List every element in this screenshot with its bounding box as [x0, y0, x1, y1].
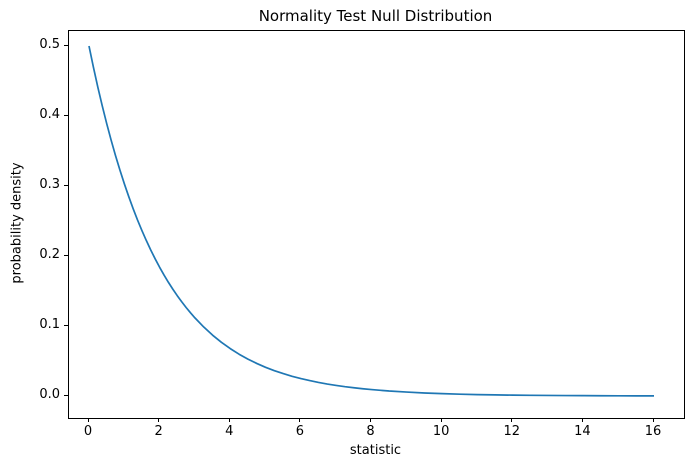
x-tick-label: 4 — [225, 424, 234, 439]
x-tick-mark — [228, 418, 230, 422]
x-tick-mark — [511, 418, 513, 422]
y-tick-label: 0.0 — [39, 387, 60, 402]
y-tick-mark — [64, 394, 68, 396]
x-tick-mark — [652, 418, 654, 422]
x-tick-label: 2 — [154, 424, 163, 439]
x-tick-label: 0 — [83, 424, 93, 439]
y-tick-label: 0.2 — [39, 247, 60, 262]
pdf-curve — [88, 45, 654, 397]
y-tick-label: 0.5 — [39, 37, 60, 52]
x-tick-mark — [370, 418, 371, 422]
y-tick-label: 0.1 — [39, 317, 60, 332]
density-line-plot — [88, 45, 654, 397]
y-tick-mark — [64, 254, 68, 256]
x-tick-label: 14 — [574, 424, 591, 439]
x-tick-mark — [581, 418, 583, 422]
y-tick-mark — [64, 184, 68, 186]
x-tick-mark — [299, 418, 301, 422]
x-axis-label: statistic — [349, 443, 402, 458]
x-tick-mark — [87, 418, 89, 422]
y-tick-mark — [64, 114, 68, 116]
x-tick-mark — [440, 418, 442, 422]
x-tick-label: 12 — [503, 424, 521, 439]
plot-area — [68, 30, 685, 419]
chart-title: Normality Test Null Distribution — [258, 7, 493, 25]
y-tick-label: 0.3 — [39, 177, 60, 192]
y-tick-mark — [64, 44, 68, 46]
x-tick-label: 6 — [295, 424, 305, 439]
y-tick-label: 0.4 — [39, 107, 60, 122]
y-tick-mark — [64, 324, 68, 326]
x-tick-label: 16 — [644, 424, 662, 439]
y-axis-label: probability density — [9, 162, 25, 284]
x-tick-label: 8 — [366, 424, 375, 439]
x-tick-mark — [158, 418, 160, 422]
x-tick-label: 10 — [432, 424, 450, 439]
